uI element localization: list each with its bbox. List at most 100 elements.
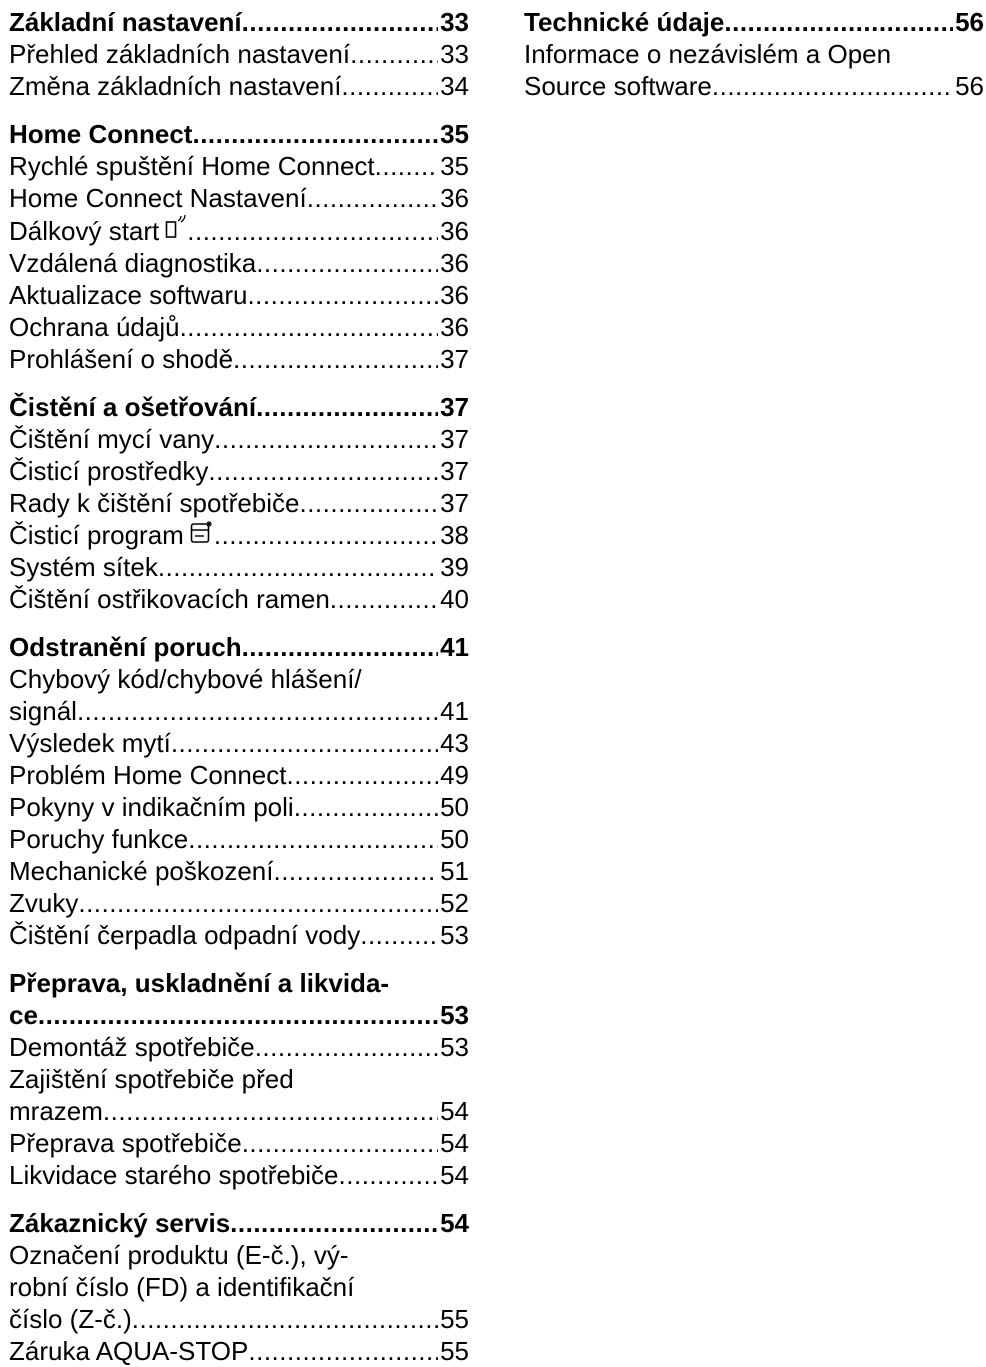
toc-heading[interactable]: Home Connect 35 <box>9 118 469 150</box>
toc-heading[interactable]: Technické údaje 56 <box>524 6 984 38</box>
toc-page-number: 36 <box>440 248 469 278</box>
toc-entry[interactable]: Vzdálená diagnostika 36 <box>9 247 469 279</box>
toc-entry-text: Rychlé spuštění Home Connect <box>9 151 375 181</box>
toc-page-number: 35 <box>440 151 469 181</box>
toc-entry[interactable]: Likvidace starého spotřebiče 54 <box>9 1159 469 1191</box>
toc-entry[interactable]: Systém sítek 39 <box>9 551 469 583</box>
toc-heading[interactable]: Čistění a ošetřování 37 <box>9 391 469 423</box>
toc-leader-dots <box>132 1303 438 1335</box>
toc-page-number: 54 <box>440 1208 469 1238</box>
toc-entry[interactable]: Záruka AQUA-STOP 55 <box>9 1335 469 1367</box>
toc-entry-text: Čisticí prostředky <box>9 456 209 486</box>
toc-entry-text: Záruka AQUA-STOP <box>9 1336 249 1366</box>
toc-entry-text: Mechanické poškození <box>9 856 274 886</box>
toc-entry[interactable]: Aktualizace softwaru 36 <box>9 279 469 311</box>
toc-leader-dots <box>339 1159 439 1191</box>
toc-entry[interactable]: Zajištění spotřebiče před mrazem 54 <box>9 1063 469 1127</box>
toc-page-number: 40 <box>440 584 469 614</box>
toc-leader-dots <box>208 455 438 487</box>
toc-entry-text: Informace o nezávislém a Open <box>524 39 892 69</box>
toc-page-number: 33 <box>440 39 469 69</box>
toc-heading[interactable]: Přeprava, uskladnění a likvida- ce 53 <box>9 967 469 1031</box>
toc-entry[interactable]: Prohlášení o shodě 37 <box>9 343 469 375</box>
toc-entry[interactable]: Informace o nezávislém a Open Source sof… <box>524 38 984 102</box>
toc-page-number: 43 <box>440 728 469 758</box>
toc-leader-dots <box>255 1031 438 1063</box>
toc-page-number: 36 <box>440 183 469 213</box>
toc-leader-dots <box>375 150 438 182</box>
toc-entry[interactable]: Čisticí program 38 <box>9 519 469 551</box>
toc-heading[interactable]: Zákaznický servis 54 <box>9 1207 469 1239</box>
toc-entry[interactable]: Problém Home Connect 49 <box>9 759 469 791</box>
toc-entry[interactable]: Změna základních nastavení 34 <box>9 70 469 102</box>
toc-entry[interactable]: Poruchy funkce 50 <box>9 823 469 855</box>
toc-entry[interactable]: Čisticí prostředky 37 <box>9 455 469 487</box>
toc-heading-text: Technické údaje <box>524 7 725 37</box>
toc-entry[interactable]: Přeprava spotřebiče 54 <box>9 1127 469 1159</box>
toc-section-home-connect: Home Connect 35 Rychlé spuštění Home Con… <box>9 118 469 375</box>
toc-entry[interactable]: Přehled základních nastavení 33 <box>9 38 469 70</box>
toc-page-number: 53 <box>440 920 469 950</box>
toc-entry[interactable]: Pokyny v indikačním poli 50 <box>9 791 469 823</box>
toc-section-troubleshooting: Odstranění poruch 41 Chybový kód/chybové… <box>9 631 469 951</box>
toc-leader-dots <box>273 855 438 887</box>
toc-page-number: 37 <box>440 344 469 374</box>
toc-page-number: 55 <box>440 1336 469 1366</box>
toc-left-column: Základní nastavení 33 Přehled základních… <box>9 6 469 1367</box>
toc-page-number: 35 <box>440 119 469 149</box>
toc-page-number: 54 <box>440 1160 469 1190</box>
toc-entry[interactable]: Čištění mycí vany 37 <box>9 423 469 455</box>
toc-entry[interactable]: Demontáž spotřebiče 53 <box>9 1031 469 1063</box>
toc-entry-text: Přeprava spotřebiče <box>9 1128 242 1158</box>
toc-page-number: 53 <box>440 1032 469 1062</box>
toc-page-number: 52 <box>440 888 469 918</box>
toc-leader-dots <box>242 6 438 38</box>
toc-entry-text: Vzdálená diagnostika <box>9 248 257 278</box>
toc-leader-dots <box>171 727 438 759</box>
toc-entry[interactable]: Označení produktu (E-č.), vý- robní čísl… <box>9 1239 469 1335</box>
toc-leader-dots <box>214 519 438 551</box>
toc-entry-text: Problém Home Connect <box>9 760 287 790</box>
toc-heading-text: Odstranění poruch <box>9 632 242 662</box>
toc-leader-dots <box>724 6 953 38</box>
toc-leader-dots <box>180 311 439 343</box>
toc-entry-text: Čištění mycí vany <box>9 424 215 454</box>
toc-entry-text: Prohlášení o shodě <box>9 344 234 374</box>
toc-heading-text: Home Connect <box>9 119 193 149</box>
toc-heading[interactable]: Základní nastavení 33 <box>9 6 469 38</box>
toc-leader-dots <box>248 1335 438 1367</box>
toc-entry[interactable]: Rady k čištění spotřebiče 37 <box>9 487 469 519</box>
toc-entry[interactable]: Chybový kód/chybové hlášení/ signál 41 <box>9 663 469 727</box>
toc-page-number: 50 <box>440 824 469 854</box>
toc-entry-text: Rady k čištění spotřebiče <box>9 488 300 518</box>
toc-page-number: 53 <box>440 1000 469 1030</box>
toc-entry[interactable]: Čištění čerpadla odpadní vody 53 <box>9 919 469 951</box>
toc-page-number: 37 <box>440 456 469 486</box>
toc-entry[interactable]: Mechanické poškození 51 <box>9 855 469 887</box>
toc-entry[interactable]: Rychlé spuštění Home Connect 35 <box>9 150 469 182</box>
toc-entry[interactable]: Home Connect Nastavení 36 <box>9 182 469 214</box>
toc-leader-dots <box>214 423 438 455</box>
toc-entry-text: Pokyny v indikačním poli <box>9 792 294 822</box>
toc-entry[interactable]: Výsledek mytí 43 <box>9 727 469 759</box>
toc-entry[interactable]: Ochrana údajů 36 <box>9 311 469 343</box>
toc-entry[interactable]: Čištění ostřikovacích ramen 40 <box>9 583 469 615</box>
toc-entry[interactable]: Zvuky 52 <box>9 887 469 919</box>
toc-leader-dots <box>230 1207 438 1239</box>
toc-entry-text: mrazem <box>9 1096 103 1126</box>
toc-page-number: 56 <box>955 7 984 37</box>
toc-page-number: 50 <box>440 792 469 822</box>
toc-page-number: 36 <box>440 312 469 342</box>
toc-leader-dots <box>247 279 438 311</box>
toc-entry-text: Zajištění spotřebiče před <box>9 1064 294 1094</box>
toc-entry-text: Demontáž spotřebiče <box>9 1032 255 1062</box>
toc-leader-dots <box>78 887 438 919</box>
toc-leader-dots <box>299 487 438 519</box>
toc-section-cleaning: Čistění a ošetřování 37 Čištění mycí van… <box>9 391 469 615</box>
toc-page-number: 38 <box>440 520 469 550</box>
toc-heading-text: Základní nastavení <box>9 7 242 37</box>
toc-leader-dots <box>192 118 438 150</box>
toc-heading[interactable]: Odstranění poruch 41 <box>9 631 469 663</box>
toc-entry[interactable]: Dálkový start 36 <box>9 214 469 247</box>
